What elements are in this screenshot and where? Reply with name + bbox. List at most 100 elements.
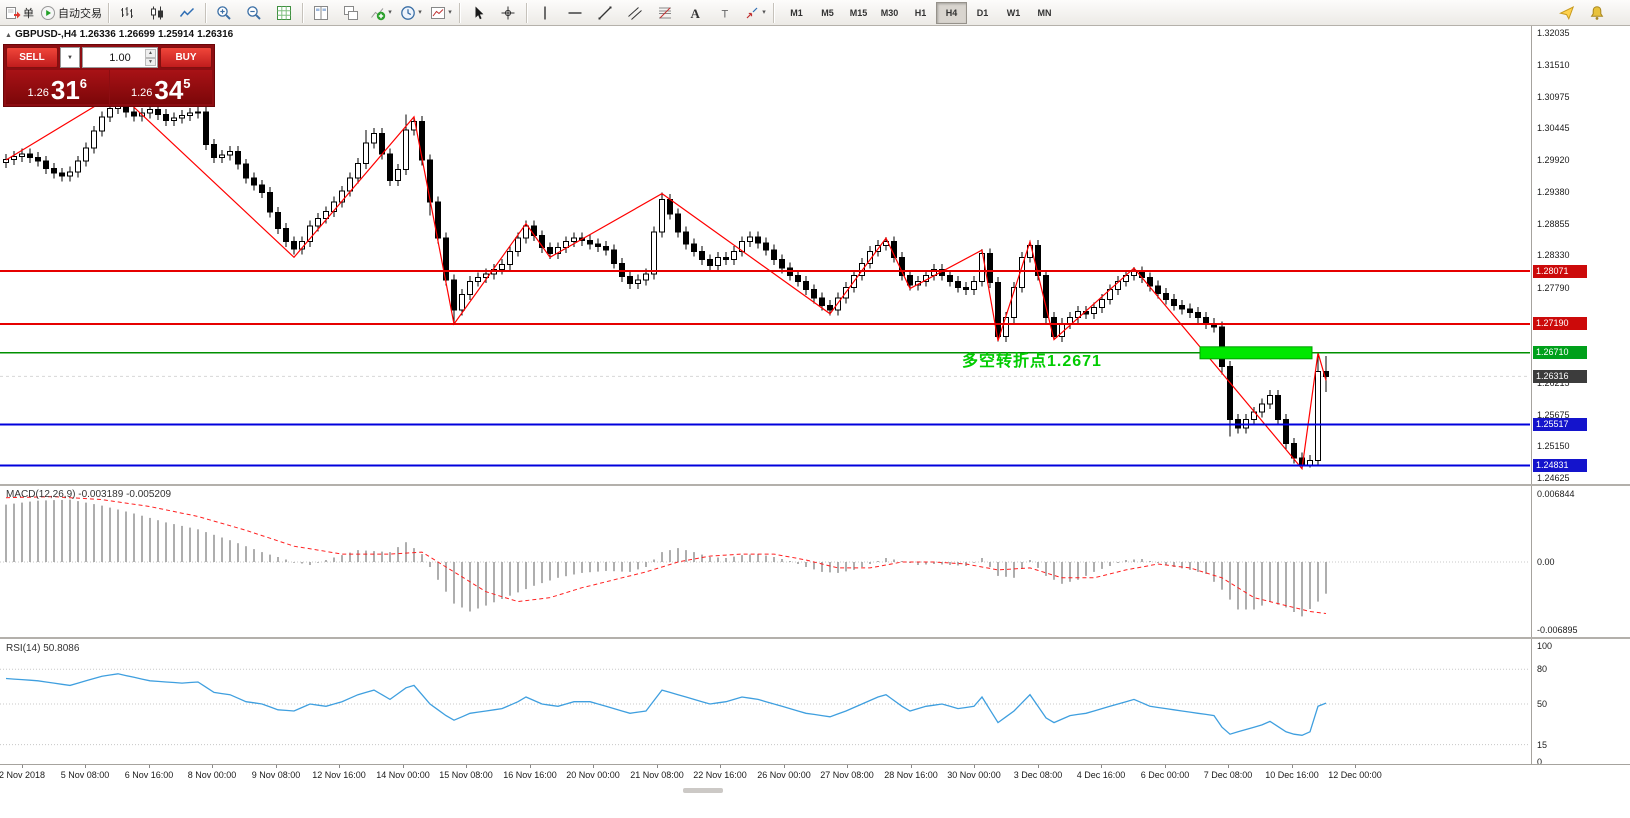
chart-properties-button[interactable]: ▾ [426, 1, 456, 25]
grid-icon [277, 5, 291, 20]
sell-price-small: 1.26 [27, 87, 49, 99]
volume-up-button[interactable]: ▲ [145, 49, 156, 58]
price-axis[interactable]: 1.32035 1.31510 1.30975 1.30445 1.29920 1.293… [1531, 26, 1630, 767]
cursor-tool-button[interactable] [463, 1, 493, 25]
timeframe-h4[interactable]: H4 [936, 1, 967, 24]
toolbar-separator [205, 2, 206, 23]
new-chart-button[interactable]: ▾ [366, 1, 396, 25]
toolbar-separator [773, 2, 774, 23]
buy-price-small: 1.26 [130, 87, 153, 99]
time-tick [720, 765, 721, 768]
price-level-badge: 1.24831 [1533, 459, 1587, 472]
zoom-in-button[interactable] [209, 1, 239, 25]
time-axis[interactable]: 2 Nov 2018 5 Nov 08:00 6 Nov 16:00 8 Nov 00… [0, 764, 1630, 785]
rsi-tick-label: 0 [1537, 757, 1543, 767]
timeframe-m1[interactable]: M1 [790, 7, 803, 18]
candles-icon [151, 6, 163, 19]
time-tick [1292, 765, 1293, 768]
tile-windows-button[interactable] [306, 1, 336, 25]
candlestick-chart [0, 91, 1530, 471]
pane-splitter-macd[interactable] [0, 484, 1630, 486]
time-tick [530, 765, 531, 768]
time-tick-label: 2 Nov 2018 [0, 770, 46, 780]
vertical-line-button[interactable] [530, 1, 560, 25]
arrows-icon [746, 7, 758, 18]
timeframe-w1[interactable]: W1 [1006, 7, 1021, 18]
sell-button[interactable]: SELL [6, 47, 58, 68]
label-tool-button[interactable]: T [710, 1, 740, 25]
horizontal-line-button[interactable] [560, 1, 590, 25]
bell-icon [1590, 5, 1604, 20]
symbol-name: GBPUSD-,H4 [14, 29, 77, 40]
buy-button[interactable]: BUY [160, 47, 212, 68]
arrow-tools-button[interactable]: ▾ [740, 1, 770, 25]
price-tick-label: 1.27790 [1537, 283, 1570, 293]
price-tick-label: 1.29380 [1537, 187, 1570, 197]
time-tick-label: 10 Dec 16:00 [1265, 770, 1319, 780]
time-tick-label: 28 Nov 16:00 [884, 770, 938, 780]
buy-price-panel[interactable]: 1.26 34 5 [109, 70, 212, 105]
cascade-windows-button[interactable] [336, 1, 366, 25]
toolbar-separator [108, 2, 109, 23]
time-tick [1101, 765, 1102, 768]
zoomout-icon [247, 5, 261, 20]
macd-pane[interactable] [0, 486, 1530, 638]
buy-price-big: 34 [154, 75, 184, 105]
rsi-indicator-label: RSI(14) 50.8086 [6, 643, 80, 654]
timeframe-m5[interactable]: M5 [821, 7, 834, 18]
time-tick-label: 4 Dec 16:00 [1076, 770, 1126, 780]
volume-down-button[interactable]: ▼ [145, 57, 156, 66]
dropdown-caret-icon: ▾ [388, 9, 392, 16]
clock-icon [401, 5, 416, 20]
ohlc-close: 1.26316 [197, 29, 234, 40]
volume-dropdown[interactable]: ▼ [60, 47, 80, 68]
sell-price-panel[interactable]: 1.26 31 6 [6, 70, 109, 104]
time-tick [657, 765, 658, 768]
window-icon: ▲ [5, 32, 12, 39]
period-selector-button[interactable]: ▾ [396, 1, 426, 25]
volume-input[interactable]: 1.00 ▲ ▼ [82, 47, 158, 68]
time-tick [339, 765, 340, 768]
line-chart-button[interactable] [172, 1, 202, 25]
time-tick-label: 16 Nov 16:00 [503, 770, 557, 780]
alerts-button[interactable] [1582, 1, 1612, 25]
toolbar-separator [302, 2, 303, 23]
macd-tick-label: 0.006844 [1537, 489, 1575, 499]
bar-chart-button[interactable] [112, 1, 142, 25]
grid-button[interactable] [269, 1, 299, 25]
ohlc-open: 1.26336 [79, 29, 116, 40]
zoomin-icon [217, 5, 231, 20]
channel-icon [628, 6, 642, 20]
zoom-out-button[interactable] [239, 1, 269, 25]
time-tick-label: 26 Nov 00:00 [757, 770, 811, 780]
dropdown-caret-icon: ▾ [418, 9, 422, 16]
horizontal-scrollbar-thumb[interactable] [683, 788, 723, 793]
crosshair-tool-button[interactable] [493, 1, 523, 25]
vline-icon [544, 6, 546, 19]
new-order-button[interactable]: 单 [2, 1, 37, 25]
time-tick-label: 22 Nov 16:00 [693, 770, 747, 780]
timeframe-d1[interactable]: D1 [976, 7, 989, 18]
main-chart-pane[interactable] [0, 26, 1530, 486]
text-tool-button[interactable]: A [680, 1, 710, 25]
tline-icon [598, 6, 612, 19]
time-tick [85, 765, 86, 768]
cursor-icon [475, 6, 484, 19]
volume-spinner: ▲ ▼ [145, 49, 156, 66]
trendline-button[interactable] [590, 1, 620, 25]
time-tick-label: 6 Dec 00:00 [1140, 770, 1190, 780]
timeframe-m15[interactable]: M15 [849, 7, 868, 18]
timeframe-m30[interactable]: M30 [880, 7, 899, 18]
price-tick-label: 1.25150 [1537, 441, 1570, 451]
candlestick-chart-button[interactable] [142, 1, 172, 25]
timeframe-h1[interactable]: H1 [914, 7, 927, 18]
pane-splitter-rsi[interactable] [0, 637, 1630, 639]
price-tick-label: 1.24625 [1537, 473, 1570, 483]
fibonacci-button[interactable] [650, 1, 680, 25]
timeframe-mn[interactable]: MN [1037, 7, 1052, 18]
macd-indicator-label: MACD(12,26,9) -0.003189 -0.005209 [6, 489, 172, 500]
autotrading-button[interactable]: 自动交易 [37, 1, 105, 25]
rsi-pane[interactable] [0, 640, 1530, 764]
share-button[interactable] [1552, 1, 1582, 25]
channel-button[interactable] [620, 1, 650, 25]
